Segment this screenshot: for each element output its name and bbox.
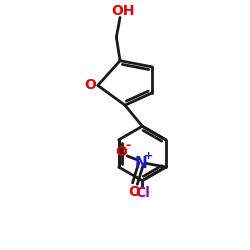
Text: OH: OH <box>111 4 134 18</box>
Text: O: O <box>128 184 140 198</box>
Text: N: N <box>135 156 147 171</box>
Text: O: O <box>84 78 96 92</box>
Text: O: O <box>116 145 127 159</box>
Text: Cl: Cl <box>135 186 150 200</box>
Text: -: - <box>125 139 130 152</box>
Text: +: + <box>144 152 153 162</box>
